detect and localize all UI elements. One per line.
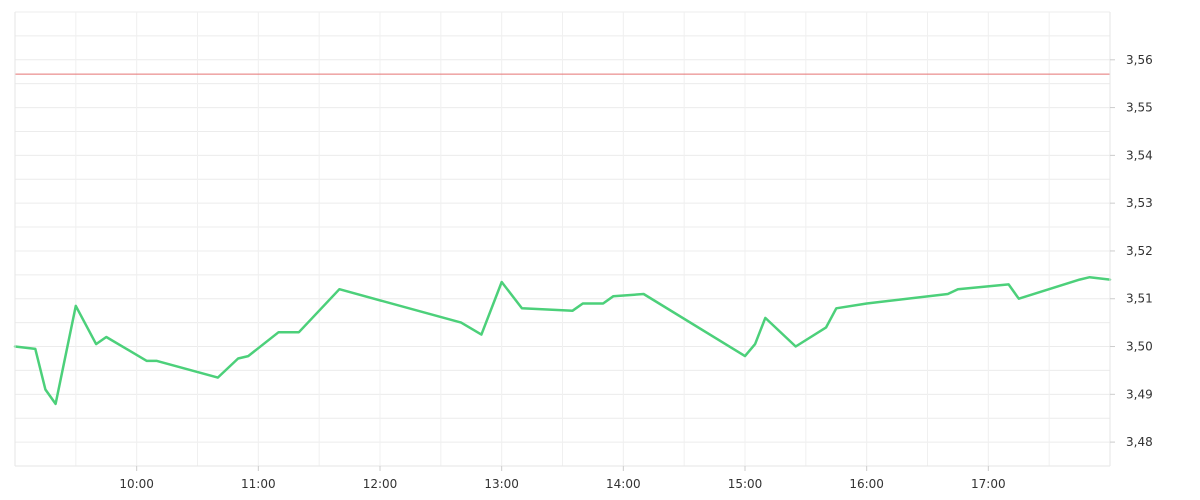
y-tick-label: 3,53 — [1126, 196, 1153, 210]
x-tick-label: 13:00 — [484, 477, 519, 491]
series-layer — [13, 275, 1112, 406]
y-tick-label: 3,55 — [1126, 101, 1153, 115]
x-tick-label: 15:00 — [728, 477, 763, 491]
y-tick-label: 3,56 — [1126, 53, 1153, 67]
y-tick-label: 3,49 — [1126, 387, 1153, 401]
x-tick-label: 14:00 — [606, 477, 641, 491]
axes: 3,48 3,49 3,50 3,51 3,52 3,53 3,54 3,55 3,56 10:0… — [14, 12, 1153, 491]
y-tick-label: 3,54 — [1126, 148, 1153, 162]
y-tick-label: 3,48 — [1126, 435, 1153, 449]
x-tick-label: 12:00 — [363, 477, 398, 491]
grid — [15, 11, 1110, 467]
y-tick-label: 3,52 — [1126, 244, 1153, 258]
y-tick-label: 3,51 — [1126, 292, 1153, 306]
series-line — [13, 275, 1112, 406]
x-tick-label: 17:00 — [971, 477, 1006, 491]
x-tick-label: 11:00 — [241, 477, 276, 491]
y-tick-label: 3,50 — [1126, 340, 1153, 354]
x-tick-label: 16:00 — [849, 477, 884, 491]
x-tick-label: 10:00 — [119, 477, 154, 491]
